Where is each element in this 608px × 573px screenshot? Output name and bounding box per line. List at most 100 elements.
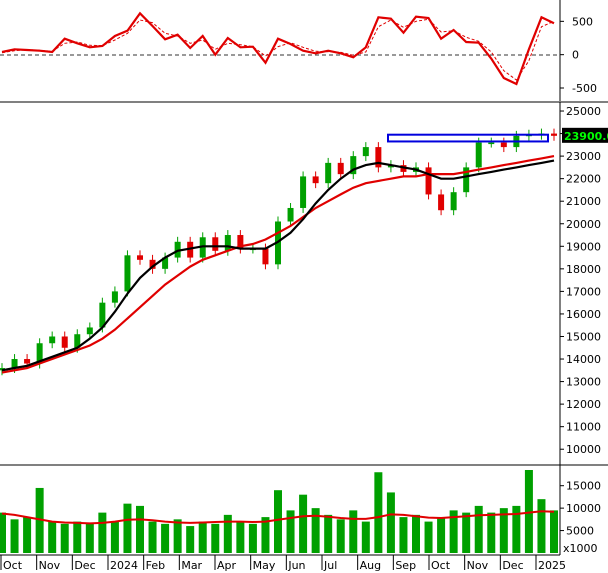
oscillator-tick-label: 500 (572, 15, 593, 28)
candle-body (86, 327, 93, 335)
price-tick-label: 23000 (566, 150, 601, 163)
resistance-zone (387, 133, 549, 143)
volume-bar (386, 492, 395, 553)
time-tick-label: 2025 (538, 559, 566, 572)
last-price-badge (562, 127, 608, 143)
candle-body (438, 194, 445, 211)
price-tick-label: 13000 (566, 376, 601, 389)
time-tick-label: Nov (467, 559, 489, 572)
price-tick-label: 25000 (566, 105, 601, 118)
volume-bar (374, 472, 383, 553)
price-tick-label: 22000 (566, 173, 601, 186)
volume-bar (299, 494, 308, 553)
candle-body (11, 359, 18, 369)
volume-bar (110, 521, 119, 553)
last-price-label: 23900.00 (564, 130, 608, 143)
candle-body (212, 237, 219, 251)
volume-bar (161, 523, 170, 553)
candle-body (124, 255, 131, 292)
volume-bar (311, 508, 320, 553)
volume-bar (550, 510, 558, 553)
time-tick-label: Jul (323, 559, 337, 572)
volume-bar (211, 523, 220, 553)
volume-bar (85, 523, 94, 553)
candle-body (500, 142, 507, 148)
volume-bar (136, 505, 144, 553)
volume-bar (10, 519, 19, 553)
volume-bar (537, 499, 546, 553)
time-tick-label: Oct (431, 559, 451, 572)
oscillator-tick-label: 0 (572, 49, 579, 62)
candle-body (149, 259, 156, 269)
candle-body (137, 255, 143, 260)
candle-body (337, 162, 344, 175)
time-tick-label: Sep (395, 559, 416, 572)
time-axis: Oct Nov Dec 2024 Feb Mar Apr May Jun Jul Aug Sep Oct… (0, 555, 566, 572)
volume-bar (48, 521, 57, 553)
volume-bar (349, 510, 358, 553)
volume-bar (123, 503, 132, 553)
volume-bar (412, 514, 420, 553)
volume-bar (399, 517, 408, 553)
candle-body (375, 147, 382, 168)
volume-bar (60, 523, 69, 553)
time-tick-label: Nov (39, 559, 61, 572)
volume-ma-group (1, 510, 555, 525)
volume-bar (98, 512, 107, 553)
volume-bar (462, 512, 471, 553)
price-tick-label: 17000 (566, 285, 601, 298)
volume-bar (274, 490, 282, 553)
candle-body (325, 162, 332, 184)
volume-bar (236, 521, 245, 553)
price-ma-fast-line (1, 159, 555, 372)
volume-bar (512, 505, 521, 553)
candle-body (400, 165, 407, 172)
price-tick-label: 11000 (566, 421, 601, 434)
time-tick-label: Aug (360, 559, 381, 572)
oscillator-series-group (1, 11, 555, 86)
candle-body (312, 176, 319, 184)
volume-unit-label: x1000 (563, 542, 598, 555)
price-ma-slow-line (1, 155, 555, 374)
volume-bar (324, 514, 333, 553)
volume-bar (248, 523, 257, 553)
candle-body (463, 167, 470, 193)
volume-bar (449, 510, 458, 553)
volume-bar (336, 519, 345, 553)
candle-body (287, 207, 294, 222)
price-panel: 10000 11000 12000 13000 14000 15000 16000 17000… (0, 102, 608, 465)
price-tick-label: 10000 (566, 443, 601, 456)
volume-ma-line (1, 510, 555, 525)
price-ma-group (1, 155, 555, 374)
candle-body (475, 142, 482, 168)
volume-bar (148, 521, 157, 553)
candle-body (224, 235, 231, 251)
volume-tick-label: 5000 (566, 525, 594, 538)
oscillator-panel: -500 0 500 (0, 0, 597, 101)
volume-bar (286, 510, 295, 553)
candle-body (362, 147, 369, 157)
candle-body (74, 334, 81, 348)
price-tick-label: 20000 (566, 218, 601, 231)
volume-y-axis: 5000 10000 15000 (560, 480, 601, 538)
candle-body (36, 343, 43, 364)
oscillator-signal-line (1, 18, 555, 81)
volume-bar (186, 526, 195, 553)
candle-body (237, 235, 244, 249)
time-tick-label: Mar (181, 559, 202, 572)
volume-bar (261, 517, 270, 553)
candle-body (262, 248, 269, 265)
candle-body (450, 192, 457, 211)
candle-body (199, 237, 206, 258)
candle-body (24, 359, 31, 364)
candle-body (300, 176, 307, 208)
volume-tick-label: 10000 (566, 502, 601, 515)
volume-bar (173, 519, 182, 553)
time-tick-label: Feb (146, 559, 165, 572)
candle-body (61, 336, 68, 348)
price-tick-label: 16000 (566, 308, 601, 321)
time-tick-label: 2024 (110, 559, 138, 572)
candle-body (387, 165, 394, 168)
volume-bar (361, 521, 370, 553)
